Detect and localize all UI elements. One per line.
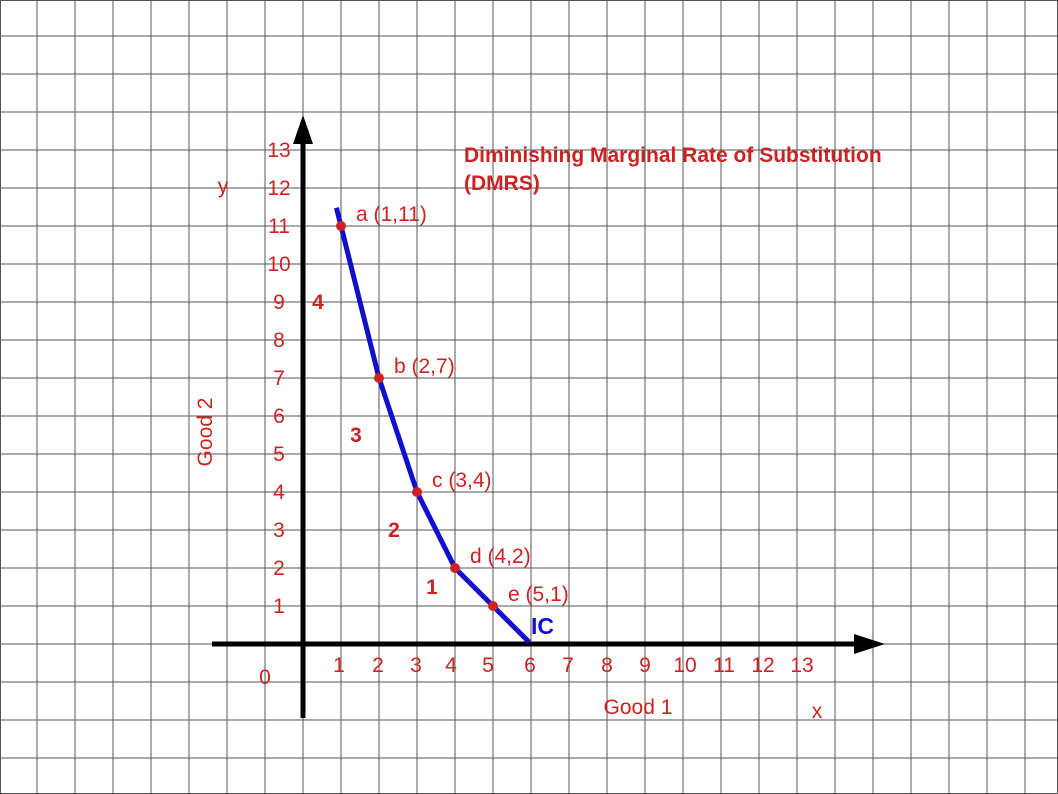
y-tick-label: 10	[267, 253, 290, 276]
axes	[212, 115, 885, 718]
y-tick-label: 3	[273, 519, 285, 542]
mrs-label: 1	[426, 576, 438, 599]
curve-point	[450, 563, 460, 573]
x-tick-label: 10	[673, 654, 696, 677]
origin-label: 0	[259, 666, 271, 689]
point-label: d (4,2)	[470, 545, 531, 568]
y-axis-title: Good 2	[194, 398, 217, 467]
y-tick-label: 4	[273, 481, 285, 504]
x-axis-arrow	[854, 634, 885, 654]
chart-subtitle: (DMRS)	[464, 172, 540, 195]
y-axis-arrow	[293, 115, 313, 144]
curve-point	[488, 601, 498, 611]
y-tick-label: 9	[273, 291, 285, 314]
point-label: e (5,1)	[508, 583, 569, 606]
y-tick-label: 12	[267, 177, 290, 200]
x-tick-label: 13	[790, 654, 813, 677]
curve-point	[374, 373, 384, 383]
x-tick-label: 5	[482, 654, 494, 677]
x-tick-label: 4	[445, 654, 457, 677]
curve-point	[336, 221, 346, 231]
mrs-label: 3	[350, 424, 362, 447]
y-tick-label: 13	[267, 139, 290, 162]
y-tick-label: 7	[273, 367, 285, 390]
x-tick-label: 12	[751, 654, 774, 677]
mrs-labels: 4 3 2 1	[312, 291, 438, 599]
y-tick-label: 6	[273, 405, 285, 428]
x-tick-label: 3	[410, 654, 422, 677]
x-tick-label: 11	[713, 654, 735, 677]
point-label: a (1,11)	[356, 203, 427, 226]
point-label: c (3,4)	[432, 469, 492, 492]
point-label: b (2,7)	[394, 355, 455, 378]
y-tick-label: 5	[273, 443, 285, 466]
y-tick-label: 1	[273, 595, 285, 618]
x-tick-label: 7	[562, 654, 574, 677]
mrs-label: 2	[388, 519, 400, 542]
x-axis-letter: x	[812, 700, 823, 723]
x-tick-labels: 1 2 3 4 5 6 7 8 9 10 11 12 13	[333, 654, 814, 677]
mrs-label: 4	[312, 291, 324, 314]
x-tick-label: 9	[639, 654, 651, 677]
y-tick-label: 8	[273, 329, 285, 352]
x-tick-label: 8	[601, 654, 613, 677]
x-tick-label: 6	[524, 654, 536, 677]
x-tick-label: 2	[372, 654, 384, 677]
y-tick-label: 2	[273, 557, 285, 580]
y-tick-label: 11	[268, 215, 290, 238]
x-tick-label: 1	[333, 654, 345, 677]
chart-title: Diminishing Marginal Rate of Substitutio…	[464, 144, 882, 167]
curve-label: IC	[531, 613, 554, 639]
y-axis-letter: y	[218, 175, 229, 198]
curve-points: a (1,11) b (2,7) c (3,4) d (4,2) e (5,1)	[336, 203, 569, 611]
curve-point	[412, 487, 422, 497]
x-axis-title: Good 1	[604, 696, 673, 719]
